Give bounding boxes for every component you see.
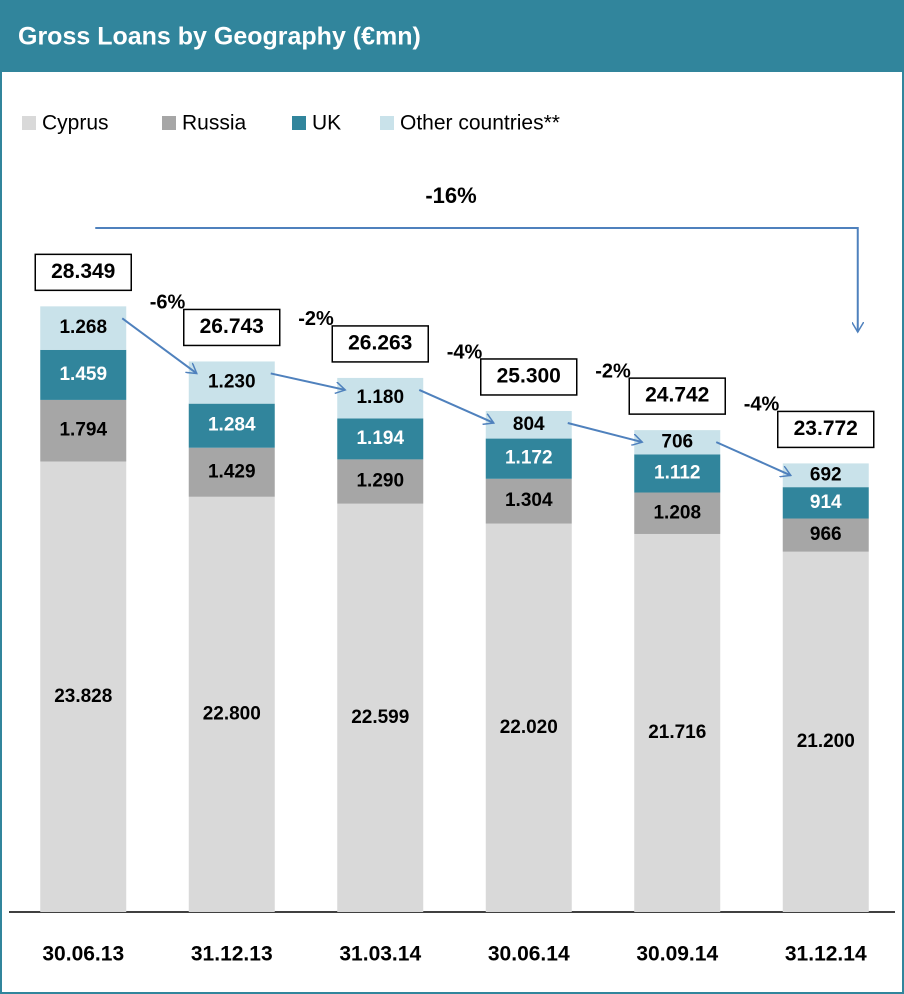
data-label: 1.180: [356, 387, 404, 408]
data-label: 1.194: [356, 428, 404, 449]
bar-segment: [634, 492, 721, 534]
bar-segment: [40, 306, 127, 350]
chart-title: Gross Loans by Geography (€mn): [18, 23, 421, 51]
change-label: -2%: [595, 360, 631, 382]
bar-segment: [782, 463, 869, 488]
bar-segment: [782, 551, 869, 912]
data-label: 23.828: [54, 686, 112, 707]
data-label: 692: [810, 464, 842, 485]
data-label: 21.716: [648, 722, 706, 743]
bar-segment: [188, 496, 275, 912]
total-label: 26.263: [348, 331, 412, 354]
data-label: 914: [810, 492, 842, 513]
data-label: 1.459: [59, 364, 107, 385]
total-box: [34, 253, 132, 292]
x-tick-label: 31.03.14: [339, 943, 421, 966]
bar-segment: [188, 447, 275, 497]
change-label: -4%: [447, 341, 483, 363]
bar-segment: [337, 459, 424, 504]
data-label: 1.290: [356, 471, 404, 492]
x-tick-label: 30.06.14: [488, 943, 570, 966]
bar-segment: [485, 438, 572, 479]
change-arrow: [567, 422, 643, 442]
total-box: [183, 308, 281, 347]
data-label: 21.200: [797, 731, 855, 752]
bar-segment: [337, 503, 424, 912]
header: [0, 0, 904, 72]
x-tick-label: 31.12.13: [191, 943, 273, 966]
data-label: 1.268: [59, 317, 107, 338]
legend-swatch: [292, 116, 306, 130]
data-label: 22.020: [500, 717, 558, 738]
bar-segment: [337, 418, 424, 460]
x-tick-label: 31.12.14: [785, 943, 867, 966]
change-label: -2%: [298, 308, 334, 330]
bar-segment: [485, 523, 572, 912]
bar-segment: [485, 410, 572, 439]
bar-segment: [337, 377, 424, 419]
data-label: 1.304: [505, 490, 553, 511]
change-arrow: [418, 389, 494, 423]
bar-segment: [782, 518, 869, 552]
legend-label: Other countries**: [400, 112, 560, 135]
data-label: 706: [661, 431, 693, 452]
data-label: 804: [513, 414, 545, 435]
bar-segment: [188, 403, 275, 448]
data-label: 1.230: [208, 372, 256, 393]
overall-change-label: -16%: [425, 183, 476, 208]
bar-segment: [634, 430, 721, 455]
change-arrow: [121, 317, 197, 373]
data-label: 1.794: [59, 420, 107, 441]
total-label: 24.742: [645, 384, 709, 407]
data-label: 966: [810, 524, 842, 545]
legend-swatch: [22, 116, 36, 130]
legend-swatch: [380, 116, 394, 130]
data-label: 1.284: [208, 415, 256, 436]
change-label: -6%: [150, 292, 186, 314]
data-label: 1.429: [208, 461, 256, 482]
total-label: 23.772: [794, 417, 858, 440]
change-arrow: [715, 441, 791, 475]
data-label: 1.112: [654, 462, 701, 483]
total-box: [331, 325, 429, 363]
x-tick-label: 30.06.13: [42, 943, 124, 966]
data-label: 1.208: [653, 502, 701, 523]
bar-segment: [40, 399, 127, 462]
bar-segment: [634, 454, 721, 493]
total-box: [628, 377, 726, 415]
legend-label: Cyprus: [42, 112, 109, 135]
legend-label: Russia: [182, 112, 247, 135]
legend-swatch: [162, 116, 176, 130]
legend-label: UK: [312, 112, 341, 135]
change-label: -4%: [744, 394, 780, 416]
overall-arrow: [95, 227, 858, 332]
bar-segment: [782, 487, 869, 519]
data-label: 1.172: [505, 448, 553, 469]
bar-segment: [634, 533, 721, 912]
bar-segment: [40, 349, 127, 400]
bar-segment: [188, 361, 275, 404]
total-label: 26.743: [200, 315, 264, 338]
bar-segment: [40, 461, 127, 912]
total-box: [480, 358, 578, 396]
bar-segment: [485, 478, 572, 524]
change-arrow: [270, 372, 346, 389]
data-label: 22.599: [351, 707, 409, 728]
x-tick-label: 30.09.14: [636, 943, 718, 966]
total-label: 25.300: [497, 365, 561, 388]
total-label: 28.349: [51, 260, 115, 283]
total-box: [777, 410, 875, 449]
data-label: 22.800: [203, 703, 261, 724]
